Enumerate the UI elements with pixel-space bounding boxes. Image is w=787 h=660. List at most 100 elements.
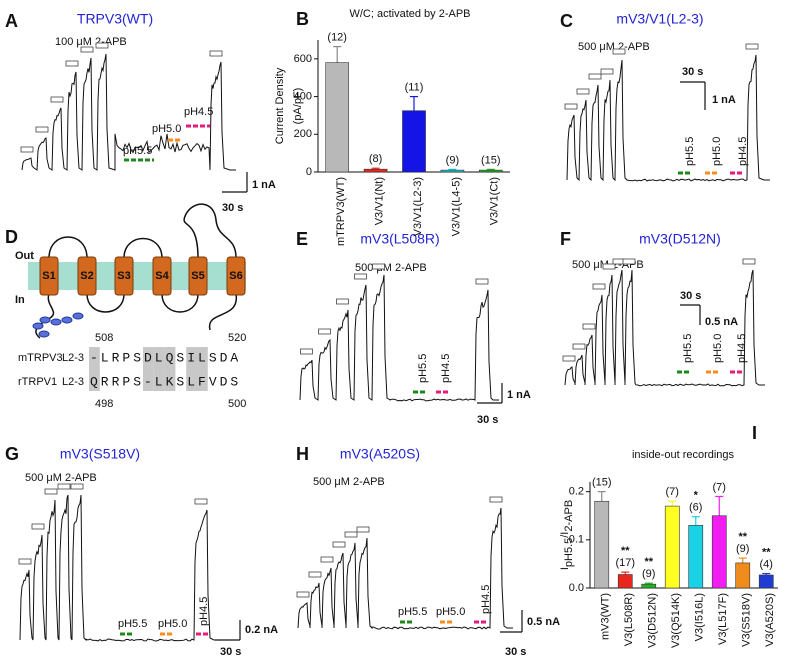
scale-time: 30 s: [477, 414, 498, 426]
bar: [735, 562, 751, 589]
c-terminus: [208, 293, 237, 331]
loops: [48, 203, 237, 313]
highlight: [197, 347, 208, 391]
y-axis-label: (pA/pF): [292, 88, 304, 125]
y-tick-label: 0.1: [569, 534, 584, 546]
y-tick-label: 0: [306, 166, 312, 178]
agonist-label: 500 μM 2-APB: [313, 476, 385, 488]
y-tick-label: 0.0: [569, 582, 584, 594]
y-axis-label-part: /I: [559, 532, 571, 538]
x-tick-label: V3(D512N): [647, 593, 659, 648]
agonist-bar: [332, 541, 346, 548]
agonist-label: 500 μM 2-APB: [355, 262, 427, 274]
ph-label: pH4.5: [198, 597, 210, 626]
segment-label: S6: [229, 270, 242, 282]
agonist-bar: [602, 263, 616, 270]
residue-number: 498: [95, 398, 113, 410]
ph-label: pH5.5: [123, 145, 152, 157]
residue-number: 500: [228, 398, 246, 410]
agonist-bar: [336, 298, 349, 305]
agonist-bar: [20, 146, 34, 153]
agonist-bar: [612, 48, 626, 55]
agonist-bar: [600, 68, 614, 75]
seq-name: mTRPV3: [18, 352, 63, 364]
scale-current: 1 nA: [507, 389, 531, 401]
topology: D Out In S1 S2 S3 S4 S5 S6 508 520 498 500 mTRPV3…: [5, 203, 246, 410]
segment-label: S3: [117, 270, 130, 282]
agonist-bar: [44, 488, 58, 495]
n-label: (15): [592, 477, 612, 489]
y-axis-label: IpH5.5/I2-APB: [559, 500, 575, 570]
ph-label: pH5.0: [152, 123, 181, 135]
agonist-bar: [300, 348, 313, 355]
agonist-bar: [209, 50, 223, 57]
segment: [152, 256, 172, 296]
x-tick-label: V3(A520S): [764, 593, 776, 647]
chart-title: inside-out recordings: [632, 449, 735, 461]
ph-label: pH5.0: [158, 618, 187, 630]
x-tick-label: mTRPV3(WT): [335, 177, 347, 246]
x-tick-label: V3/V1(L2-3): [412, 177, 424, 236]
n-label: (12): [327, 32, 347, 44]
highlight: [89, 347, 100, 391]
scale-time: 30 s: [505, 646, 526, 658]
sequence: QRRPS-LKSLFVDS: [90, 374, 241, 389]
segment-label: S4: [155, 270, 169, 282]
n-label: (9): [642, 568, 655, 580]
panel-letter: B: [296, 9, 309, 29]
current-trace: [19, 494, 220, 642]
n-label: (17): [615, 557, 635, 569]
agonist-bar: [742, 258, 756, 265]
ph-label: pH4.5: [440, 354, 452, 383]
y-tick-label: 400: [294, 90, 312, 102]
x-tick-label: V3/V1(Ct): [489, 177, 501, 225]
membrane: [28, 262, 246, 290]
scale-time: 30 s: [220, 646, 241, 658]
highlight: [153, 347, 165, 391]
n-label: (15): [481, 154, 501, 166]
current-trace: [21, 53, 236, 171]
agonist-bar: [57, 483, 71, 490]
x-tick-label: V3/V1(L4-5): [450, 177, 462, 236]
scale-time: 30 s: [682, 66, 703, 78]
panel-title: mV3/V1(L2-3): [616, 11, 703, 27]
segment-label: S2: [80, 270, 93, 282]
panel-letter: F: [560, 229, 571, 249]
segment: [188, 256, 208, 296]
n-label: (8): [369, 153, 382, 165]
chart-title: W/C; activated by 2-APB: [349, 8, 470, 20]
agonist-label: 500 μM 2-APB: [25, 472, 97, 484]
n-label: (9): [736, 543, 749, 555]
scale-time: 30 s: [222, 202, 243, 214]
bar: [325, 62, 350, 173]
panel-letter: H: [296, 444, 309, 464]
ph-label: pH5.0: [436, 606, 465, 618]
x-tick-label: mV3(WT): [600, 593, 612, 640]
agonist-label: 100 μM 2-APB: [55, 36, 127, 48]
agonist-bar: [489, 496, 503, 503]
x-tick-label: V3(Q514K): [670, 593, 682, 648]
bar: [617, 574, 633, 589]
n-label: (7): [713, 481, 726, 493]
segment-label: S1: [42, 270, 55, 282]
ph-label: pH5.5: [417, 354, 429, 383]
bar: [664, 505, 680, 589]
current-trace: [566, 54, 770, 182]
scale-current: 1 nA: [712, 94, 736, 106]
residue-number: 520: [228, 332, 246, 344]
y-axis-label: Current Density: [274, 67, 286, 144]
bar: [641, 583, 657, 589]
scale-current: 0.5 nA: [527, 616, 560, 628]
bar: [711, 515, 727, 589]
agonist-bar: [588, 73, 602, 80]
significance: **: [621, 545, 630, 557]
scale-current: 0.2 nA: [245, 624, 278, 636]
agonist-bar: [65, 60, 79, 67]
significance: **: [644, 556, 653, 568]
n-label: (11): [405, 81, 424, 93]
x-tick-label: V3(L517F): [717, 593, 729, 645]
